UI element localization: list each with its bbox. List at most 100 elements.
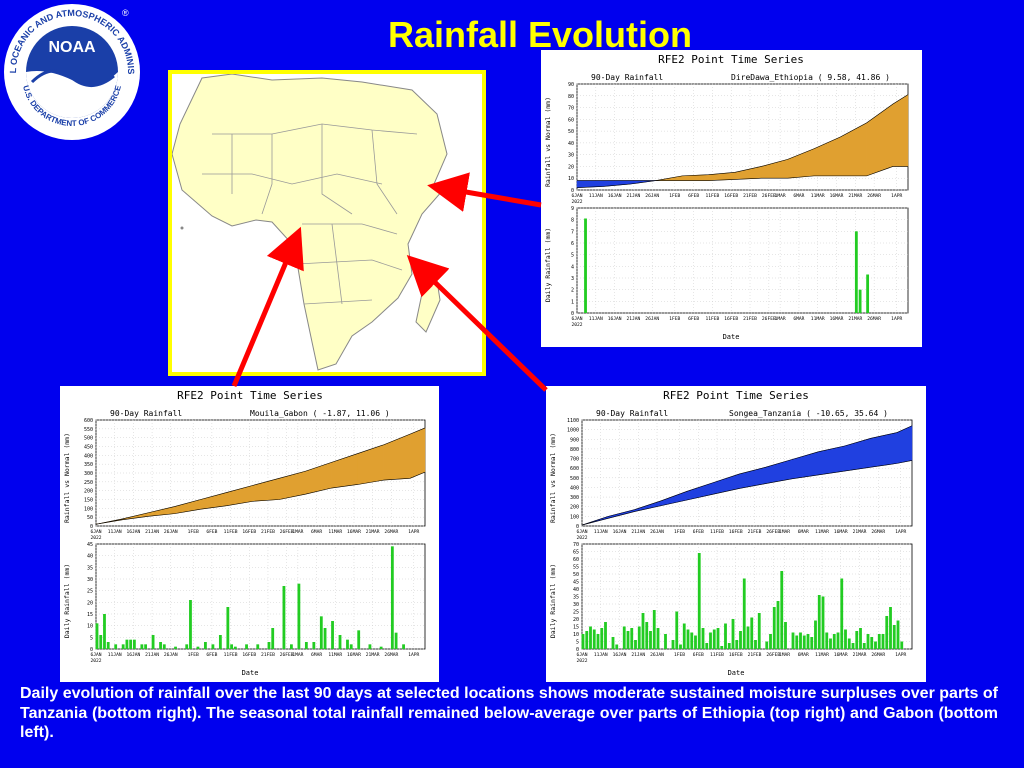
- daily-bar: [218, 635, 222, 649]
- top-xtick-label: 1APR: [891, 193, 902, 199]
- bottom-xtick-year: 2022: [571, 322, 582, 328]
- bottom-ytick-label: 5: [576, 640, 579, 646]
- x-axis-label: Date: [728, 669, 745, 677]
- daily-bar: [810, 637, 814, 649]
- bottom-xtick-label: 1MAR: [775, 316, 786, 322]
- top-ytick-label: 200: [570, 505, 579, 511]
- chart-location: Mouila_Gabon ( -1.87, 11.06 ): [250, 409, 390, 418]
- bottom-xtick-label: 26JAN: [164, 652, 178, 658]
- daily-bar: [705, 643, 709, 649]
- daily-bar: [836, 632, 840, 649]
- daily-bar: [697, 553, 701, 649]
- daily-bar: [106, 642, 110, 649]
- daily-bar: [132, 639, 136, 649]
- top-ytick-label: 400: [84, 453, 93, 459]
- top-xtick-label: 26MAR: [384, 529, 398, 535]
- bottom-xtick-label: 26JAN: [650, 652, 664, 658]
- normal-line: [95, 427, 426, 525]
- bottom-ylabel: Daily Rainfall (mm): [63, 564, 71, 638]
- top-xtick-label: 26FEB: [280, 529, 294, 535]
- bottom-xtick-label: 11JAN: [594, 652, 608, 658]
- daily-bar: [596, 634, 600, 649]
- top-ytick-label: 600: [570, 466, 579, 472]
- bottom-ytick-label: 20: [573, 617, 579, 623]
- daily-bar: [701, 628, 705, 649]
- daily-bar: [731, 619, 735, 649]
- country-borders: [202, 123, 418, 305]
- daily-bar: [390, 546, 394, 649]
- top-xtick-label: 6FEB: [688, 193, 699, 199]
- top-xtick-label: 6FEB: [693, 529, 704, 535]
- daily-bar: [125, 639, 129, 649]
- top-ytick-label: 500: [84, 436, 93, 442]
- daily-bar: [881, 634, 885, 649]
- daily-bar: [652, 610, 656, 649]
- top-xtick-label: 1FEB: [669, 193, 680, 199]
- daily-bar: [331, 621, 334, 649]
- daily-bar: [357, 630, 361, 649]
- daily-bar: [832, 634, 836, 649]
- daily-bar: [159, 642, 162, 649]
- top-ytick-label: 0: [90, 524, 93, 530]
- daily-bar: [297, 583, 301, 649]
- daily-bar: [641, 613, 645, 649]
- top-xtick-label: 1APR: [895, 529, 906, 535]
- bottom-xtick-label: 11JAN: [108, 652, 122, 658]
- top-ytick-label: 150: [84, 498, 93, 504]
- daily-bar: [772, 607, 776, 649]
- top-ytick-label: 10: [568, 176, 574, 182]
- bottom-xtick-label: 6JAN: [571, 316, 582, 322]
- daily-bar: [889, 607, 892, 649]
- top-xtick-year: 2022: [90, 535, 101, 541]
- daily-bar: [739, 631, 742, 649]
- daily-bar: [379, 646, 383, 649]
- top-ytick-label: 100: [84, 506, 93, 512]
- africa-map: [168, 70, 486, 376]
- chart-subtitle: 90-Day Rainfall: [110, 409, 182, 418]
- daily-bar: [604, 622, 607, 649]
- bottom-xtick-label: 21FEB: [748, 652, 762, 658]
- bottom-xtick-label: 21FEB: [743, 316, 757, 322]
- top-xtick-label: 11MAR: [328, 529, 342, 535]
- bottom-ytick-label: 10: [87, 624, 93, 630]
- top-xtick-label: 6MAR: [793, 193, 804, 199]
- bottom-xtick-label: 6FEB: [693, 652, 704, 658]
- daily-bar: [129, 639, 133, 649]
- bottom-ytick-label: 0: [90, 647, 93, 653]
- daily-bar: [769, 634, 772, 649]
- chart-panel-ethiopia: RFE2 Point Time Series 90-Day Rainfall D…: [541, 50, 922, 347]
- bottom-ytick-label: 30: [573, 602, 579, 608]
- top-xtick-label: 1FEB: [188, 529, 199, 535]
- daily-bar: [630, 628, 634, 649]
- top-xtick-label: 26JAN: [650, 529, 664, 535]
- bottom-xtick-label: 6JAN: [90, 652, 101, 658]
- daily-bar: [581, 634, 585, 649]
- bottom-ytick-label: 40: [573, 587, 579, 593]
- top-ytick-label: 500: [570, 476, 579, 482]
- bottom-ytick-label: 9: [571, 206, 574, 212]
- top-ytick-label: 90: [568, 82, 574, 88]
- bottom-ytick-label: 1: [571, 299, 574, 305]
- daily-bar: [840, 578, 844, 649]
- daily-bar: [720, 646, 724, 649]
- daily-bar: [649, 631, 652, 649]
- daily-bar: [368, 644, 372, 649]
- daily-bar: [394, 632, 398, 649]
- daily-bar: [727, 643, 731, 649]
- page-title: Rainfall Evolution: [387, 14, 692, 55]
- daily-bar: [230, 644, 233, 649]
- top-ytick-label: 30: [568, 153, 574, 159]
- top-ytick-label: 20: [568, 164, 574, 170]
- bottom-xtick-label: 26JAN: [645, 316, 659, 322]
- daily-bar: [866, 274, 870, 313]
- bottom-xtick-label: 11MAR: [815, 652, 829, 658]
- top-xtick-label: 21FEB: [748, 529, 762, 535]
- daily-bar: [233, 646, 237, 649]
- tanzania-chart: RFE2 Point Time Series 90-Day Rainfall S…: [549, 389, 913, 677]
- logo-registered-mark: ®: [122, 8, 129, 18]
- top-ytick-label: 50: [87, 515, 93, 521]
- top-xtick-label: 26JAN: [164, 529, 178, 535]
- top-xtick-label: 21FEB: [261, 529, 275, 535]
- bottom-xtick-label: 11FEB: [710, 652, 724, 658]
- top-xtick-label: 21MAR: [366, 529, 380, 535]
